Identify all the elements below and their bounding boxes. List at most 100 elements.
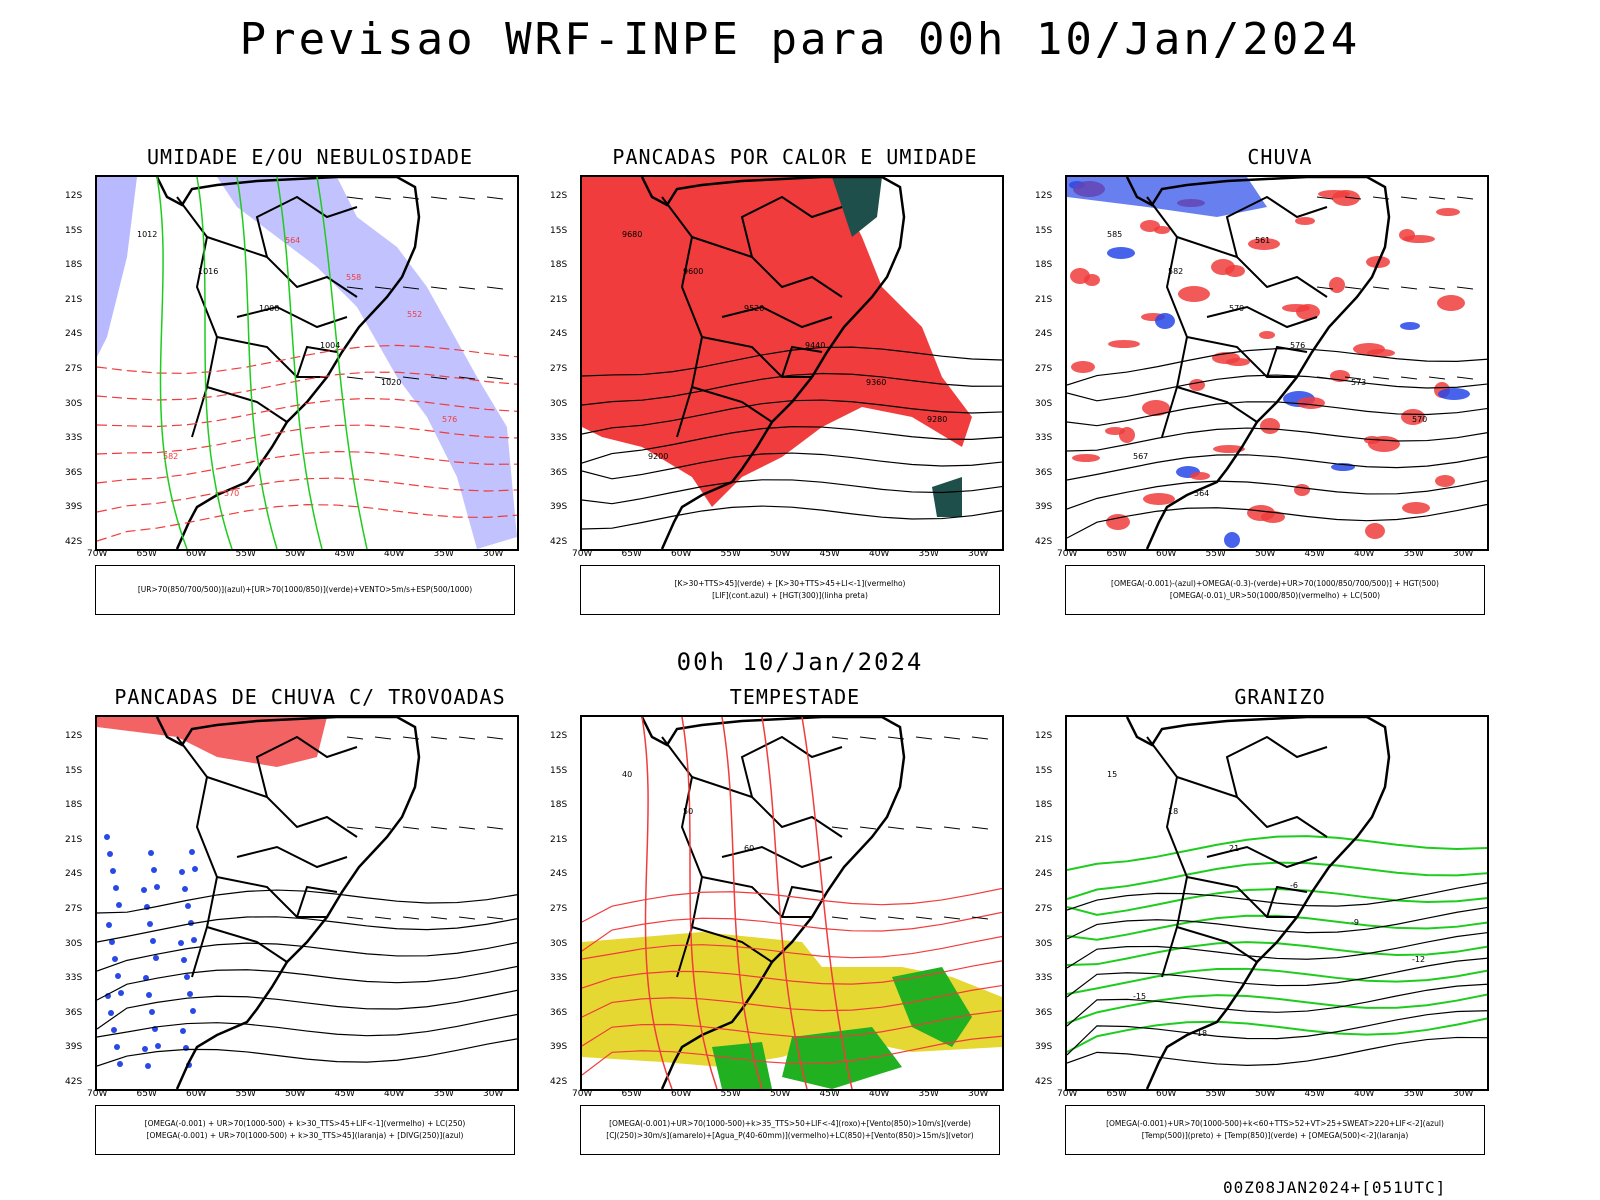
contour-line [97,916,517,943]
lat-label: 42S [550,537,568,547]
contour-line [582,1035,1002,1076]
wind-vector [458,286,476,290]
wind-vector [374,916,392,920]
rain-cell [1367,349,1395,357]
contour-line [1067,906,1487,940]
contour-label: 1004 [320,341,340,350]
wind-vector [1400,376,1418,380]
rain-cell [1084,274,1100,286]
instability-area [582,177,972,507]
lon-label: 60W [186,1089,207,1099]
contour-line [97,344,517,374]
panel-granizo: GRANIZO 12S 15S 18S 21S 24S 27S 30S 33S 36S 39S 42S… [1035,685,1525,1165]
lat-label: 33S [550,433,568,444]
divergence-dot [178,940,184,946]
lon-label: 50W [285,549,306,559]
wind-vector [374,376,392,380]
storm-area [97,717,327,767]
rain-cell [1189,379,1205,391]
divergence-dot [109,939,115,945]
contour-label: 1020 [381,378,401,387]
map-area: 1012 1016 1008 1004 1020 576 582 570 564 558 552 [95,175,519,551]
contour-label: 561 [1255,236,1270,245]
lon-label: 35W [433,1089,454,1099]
lat-label: 27S [65,364,83,374]
country-border [1176,236,1328,298]
lat-label: 42S [65,1077,83,1087]
panel-legend: [K>30+TTS>45](verde) + [K>30+TTS>45+LI<-… [580,565,1000,615]
wind-vector [1428,286,1446,290]
lon-label: 35W [918,1089,939,1099]
wind-vector [1456,376,1474,380]
contour-line [156,177,188,549]
lat-label: 21S [1035,834,1053,845]
wind-vector [374,286,392,290]
contour-line [97,477,517,513]
contour-line [582,984,1002,1018]
lat-label: 30S [550,398,568,409]
contour-line [761,717,808,1089]
wind-vector [1372,286,1390,290]
country-border [1146,736,1189,978]
wind-vector [1344,376,1362,380]
lon-label: 60W [671,549,692,559]
lat-label: 15S [550,225,568,236]
wind-vector [486,196,504,200]
map-svg: 9680 9600 9520 9440 9360 9280 9200 [582,177,1002,549]
country-border [236,305,348,329]
rain-cell [1297,397,1325,409]
map-svg: 585 582 579 576 573 570 567 564 561 [1067,177,1487,549]
rain-cell [1142,400,1170,416]
panel-legend: [UR>70(850/700/500)](azul)+[UR>70(1000/8… [95,565,515,615]
divergence-dot [115,973,121,979]
lat-label: 36S [65,467,83,478]
lat-label: 36S [550,467,568,478]
divergence-dot [187,991,193,997]
map-svg: 15 18 21 -6 -9 -12 -15 -18 [1067,717,1487,1089]
lat-label: 18S [550,260,568,271]
lon-label: 40W [1354,1089,1375,1099]
divergence-dot [184,974,190,980]
contour-line [196,177,233,549]
lat-label: 42S [1035,1077,1053,1087]
temp850-contour [1067,967,1487,995]
divergence-dot [142,1046,148,1052]
lon-label: 70W [87,1089,108,1099]
country-border [691,236,843,298]
country-border [721,305,833,329]
rain-area [1067,177,1267,217]
divergence-dot [107,851,113,857]
country-border [701,336,812,378]
country-border [1266,885,1308,918]
lon-label: 55W [235,1089,256,1099]
map-area: 40 50 60 [580,715,1004,1091]
wind-vector [859,736,877,740]
wind-vector [486,286,504,290]
panel-title: CHUVA [1247,145,1313,169]
legend-line: [LIF](cont.azul) + [HGT(300)](linha pret… [712,591,868,600]
country-border [691,386,773,423]
wind-vector [374,196,392,200]
wind-vector [1400,196,1418,200]
country-border [781,885,823,918]
panel-chuva: CHUVA 12S 15S 18S 21S 24S 27S 30S 33S 36S 39S 42S 70… [1035,145,1525,625]
lon-label: 65W [136,549,157,559]
coastline [155,177,421,549]
lon-label: 35W [1403,549,1424,559]
rain-cell [1295,217,1315,225]
temp850-contour [1067,835,1487,871]
wind-vector [887,916,905,920]
temp850-contour [1067,993,1487,1024]
coastline [155,717,421,1089]
panel-title: PANCADAS DE CHUVA C/ TROVOADAS [114,685,506,709]
lon-label: 45W [334,1089,355,1099]
wind-vector [402,286,420,290]
contour-line [97,1013,517,1038]
divergence-dot [151,867,157,873]
legend-line: [OMEGA(-0.01)_UR>50(1000/850)(vermelho) … [1169,591,1381,600]
lon-label: 40W [384,549,405,559]
lon-label: 45W [1304,549,1325,559]
lat-label: 24S [65,869,83,880]
country-border [216,336,327,378]
temp850-contour [1067,914,1487,941]
